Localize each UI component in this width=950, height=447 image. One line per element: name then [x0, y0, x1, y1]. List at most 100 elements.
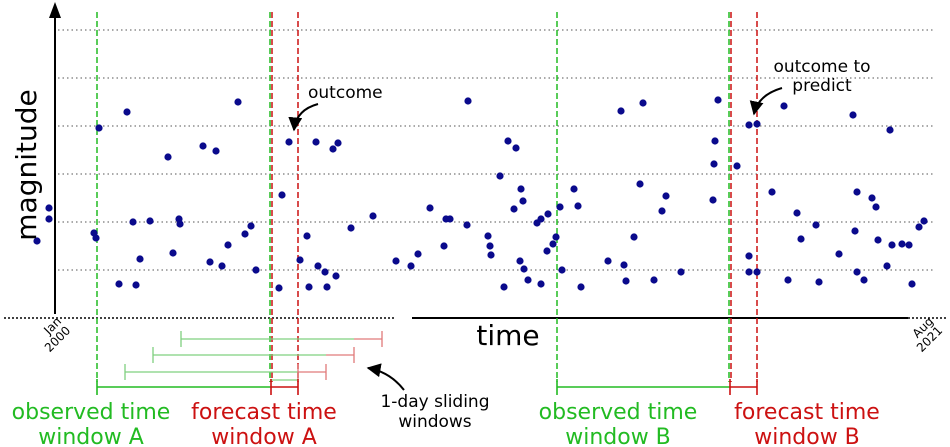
sliding-window-3 [180, 331, 383, 347]
outcome-label: outcome [308, 83, 383, 103]
data-point [486, 242, 494, 250]
data-point [176, 220, 184, 228]
data-point [487, 251, 495, 259]
data-point [136, 255, 144, 263]
data-point [577, 283, 585, 291]
data-point [218, 262, 226, 270]
data-point [849, 111, 857, 119]
data-point [115, 280, 123, 288]
data-point [815, 278, 823, 286]
outcome-to-predict-arrow [749, 87, 783, 116]
data-point [677, 268, 685, 276]
observed-a-label-2: window A [38, 425, 144, 447]
data-point [95, 124, 103, 132]
sliding-window-1 [124, 364, 327, 380]
x-start-label: Jan 2000 [40, 314, 73, 355]
data-point [517, 185, 525, 193]
data-point [537, 215, 545, 223]
data-point [920, 217, 928, 225]
data-point [886, 126, 894, 134]
y-axis-label: magnitude [10, 89, 43, 240]
data-point [745, 252, 753, 260]
data-point [622, 277, 630, 285]
data-point [321, 268, 329, 276]
data-point [464, 97, 472, 105]
data-point [92, 234, 100, 242]
window-boundaries [96, 12, 758, 382]
data-point [888, 241, 896, 249]
data-point [874, 236, 882, 244]
data-point [129, 218, 137, 226]
data-point [484, 232, 492, 240]
data-point [519, 197, 527, 205]
data-point [883, 262, 891, 270]
data-point [440, 242, 448, 250]
observed-a-label-1: observed time [12, 400, 171, 425]
window-brackets [96, 379, 758, 395]
data-point [524, 276, 532, 284]
data-point [347, 224, 355, 232]
data-point [745, 268, 753, 276]
data-point [753, 120, 761, 128]
data-point [407, 262, 415, 270]
data-point [285, 138, 293, 146]
data-point [604, 257, 612, 265]
sliding-window-2 [152, 347, 355, 363]
data-point [45, 215, 53, 223]
data-point [620, 261, 628, 269]
data-points [33, 96, 928, 292]
observed-a-bracket [96, 379, 271, 395]
data-point [312, 138, 320, 146]
data-point [33, 237, 41, 245]
observed-b-label-1: observed time [539, 400, 698, 425]
data-point [252, 266, 260, 274]
data-point [247, 222, 255, 230]
forecast-b-label-2: window B [754, 425, 860, 447]
data-point [275, 284, 283, 292]
forecast-a-label-2: window A [211, 425, 317, 447]
data-point [520, 265, 528, 273]
data-point [784, 276, 792, 284]
x-end-label: Aug 2021 [910, 314, 946, 355]
data-point [369, 212, 377, 220]
data-point [234, 98, 242, 106]
data-point [636, 180, 644, 188]
data-point [915, 223, 923, 231]
observed-b-bracket [556, 379, 730, 395]
data-point [496, 172, 504, 180]
data-point [510, 205, 518, 213]
data-point [851, 227, 859, 235]
data-point [630, 233, 638, 241]
data-point [241, 230, 249, 238]
data-point [662, 192, 670, 200]
sliding-windows-arrow [366, 363, 405, 391]
data-point [797, 235, 805, 243]
data-point [146, 217, 154, 225]
data-point [544, 210, 552, 218]
data-point [45, 204, 53, 212]
data-point [617, 107, 625, 115]
data-point [905, 241, 913, 249]
data-point [516, 257, 524, 265]
sliding-windows-label-1: 1-day sliding [380, 392, 489, 412]
data-point [199, 142, 207, 150]
forecast-a-label-1: forecast time [191, 400, 337, 425]
data-point [334, 139, 342, 147]
data-point [169, 249, 177, 257]
data-point [793, 209, 801, 217]
data-point [853, 188, 861, 196]
data-point [500, 283, 508, 291]
data-point [860, 276, 868, 284]
data-point [446, 215, 454, 223]
data-point [212, 147, 220, 155]
data-point [504, 137, 512, 145]
x-axis-label: time [476, 319, 539, 352]
sliding-windows-label-2: windows [398, 412, 471, 432]
data-point [556, 203, 564, 211]
data-point [658, 207, 666, 215]
data-point [709, 196, 717, 204]
forecast-a-bracket [270, 379, 299, 395]
data-point [650, 276, 658, 284]
outcome-arrow [288, 103, 319, 132]
